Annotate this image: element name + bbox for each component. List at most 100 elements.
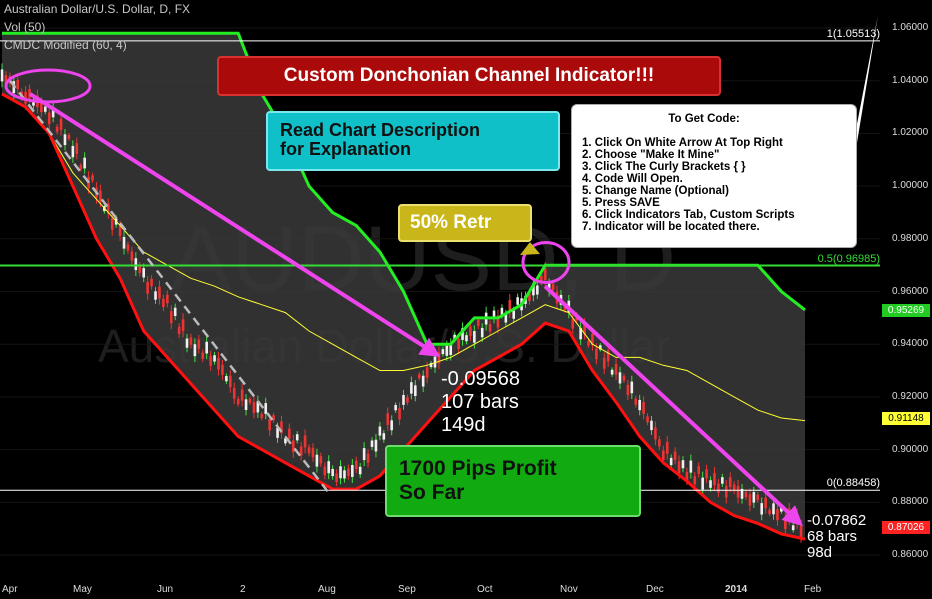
- candle-body: [158, 286, 161, 299]
- candle-body: [110, 218, 114, 230]
- candle-body: [504, 314, 508, 323]
- candle-body: [374, 439, 378, 452]
- candle-body: [776, 509, 779, 521]
- price-tag: 0.95269: [882, 303, 930, 317]
- candle-body: [79, 165, 83, 170]
- highlight-ellipse-top: [4, 68, 92, 104]
- candle-body: [236, 398, 240, 405]
- candle-body: [587, 341, 590, 346]
- retracement-callout: 50% Retr: [398, 204, 532, 242]
- candle-body: [508, 299, 512, 312]
- candle-body: [0, 69, 4, 82]
- candle-body: [106, 203, 110, 214]
- candle-body: [732, 484, 736, 492]
- candle-body: [28, 89, 31, 99]
- candle-body: [677, 461, 681, 474]
- candle-body: [685, 472, 689, 481]
- candle-body: [705, 469, 708, 479]
- candle-body: [543, 268, 547, 281]
- candle-body: [347, 468, 350, 476]
- candle-body: [532, 283, 535, 296]
- candle-body: [91, 175, 94, 181]
- candle-body: [752, 492, 756, 503]
- candle-body: [150, 278, 153, 287]
- candle-body: [185, 338, 189, 348]
- candle-body: [410, 382, 413, 394]
- candle-body: [386, 413, 390, 425]
- candle-body: [331, 468, 334, 477]
- candle-body: [382, 433, 386, 440]
- candle-body: [638, 399, 641, 411]
- candle-body: [354, 460, 358, 469]
- time-axis-tick: Apr: [2, 584, 18, 595]
- candle-body: [681, 460, 685, 469]
- candle-body: [142, 268, 146, 278]
- price-axis-tick: 1.04000: [892, 74, 929, 86]
- measure-label-first-leg: -0.09568 107 bars 149d: [441, 368, 520, 436]
- candle-body: [457, 338, 460, 350]
- candle-body: [126, 244, 130, 251]
- instruction-step: 1. Click On White Arrow At Top Right: [582, 137, 783, 149]
- candle-body: [75, 143, 79, 154]
- candle-body: [536, 285, 539, 295]
- candle-body: [473, 331, 476, 343]
- candle-body: [713, 473, 716, 485]
- candle-body: [606, 350, 610, 362]
- instruction-step: 6. Click Indicators Tab, Custom Scripts: [582, 209, 795, 221]
- candle-body: [441, 349, 445, 355]
- candle-body: [209, 355, 212, 366]
- price-axis-tick: 0.96000: [892, 285, 929, 297]
- instructions-box: To Get Code: 1. Click On White Arrow At …: [571, 104, 857, 248]
- candle-body: [343, 470, 346, 479]
- measure-label-second-leg: -0.07862 68 bars 98d: [807, 512, 867, 561]
- candle-body: [398, 408, 401, 420]
- candle-body: [721, 477, 724, 484]
- volume-indicator-label[interactable]: Vol (50): [4, 20, 46, 34]
- candle-body: [669, 457, 673, 465]
- candle-body: [130, 251, 134, 261]
- candle-body: [327, 461, 331, 474]
- candle-body: [264, 403, 268, 414]
- fib-level-label: 1(1.05513): [826, 27, 880, 40]
- price-axis-tick: 0.86000: [892, 549, 929, 560]
- candle-body: [59, 118, 63, 131]
- candle-body: [232, 388, 236, 399]
- candle-body: [634, 398, 638, 405]
- candle-body: [791, 525, 795, 531]
- cmdc-indicator-label[interactable]: CMDC Modified (60, 4): [4, 38, 127, 52]
- channel-fill: [2, 33, 805, 540]
- candle-body: [295, 434, 299, 441]
- candle-body: [197, 339, 201, 349]
- candle-body: [248, 398, 252, 403]
- candle-body: [417, 374, 421, 379]
- candle-body: [717, 483, 720, 493]
- time-axis-tick: Oct: [477, 584, 493, 595]
- candle-body: [63, 134, 67, 146]
- price-axis-tick: 1.06000: [892, 22, 929, 33]
- candle-body: [315, 454, 319, 467]
- candle-body: [461, 328, 464, 340]
- candle-body: [351, 465, 354, 477]
- cmdc-mid-line: [1, 93, 806, 422]
- candle-body: [516, 297, 519, 305]
- candle-body: [288, 428, 291, 439]
- time-axis-tick: Dec: [646, 584, 664, 595]
- candle-body: [307, 447, 311, 454]
- candle-body: [414, 385, 417, 397]
- candle-body: [268, 419, 271, 431]
- fib-level-label: 0(0.88458): [826, 477, 880, 490]
- instructions-title: To Get Code:: [668, 113, 740, 125]
- candle-body: [339, 466, 342, 479]
- candle-body: [697, 466, 701, 474]
- trend-arrow-second-leg: [543, 284, 803, 527]
- trend-arrow-first-leg: [28, 92, 441, 357]
- projection-dashed-line: [9, 79, 331, 496]
- candle-body: [429, 362, 433, 368]
- candle-body: [768, 509, 771, 515]
- candle-body: [740, 488, 744, 499]
- candle-body: [539, 275, 543, 283]
- candle-body: [201, 352, 205, 359]
- candle-body: [390, 420, 393, 431]
- price-axis-tick: 1.00000: [892, 180, 929, 192]
- instruction-step: 7. Indicator will be located there.: [582, 221, 760, 233]
